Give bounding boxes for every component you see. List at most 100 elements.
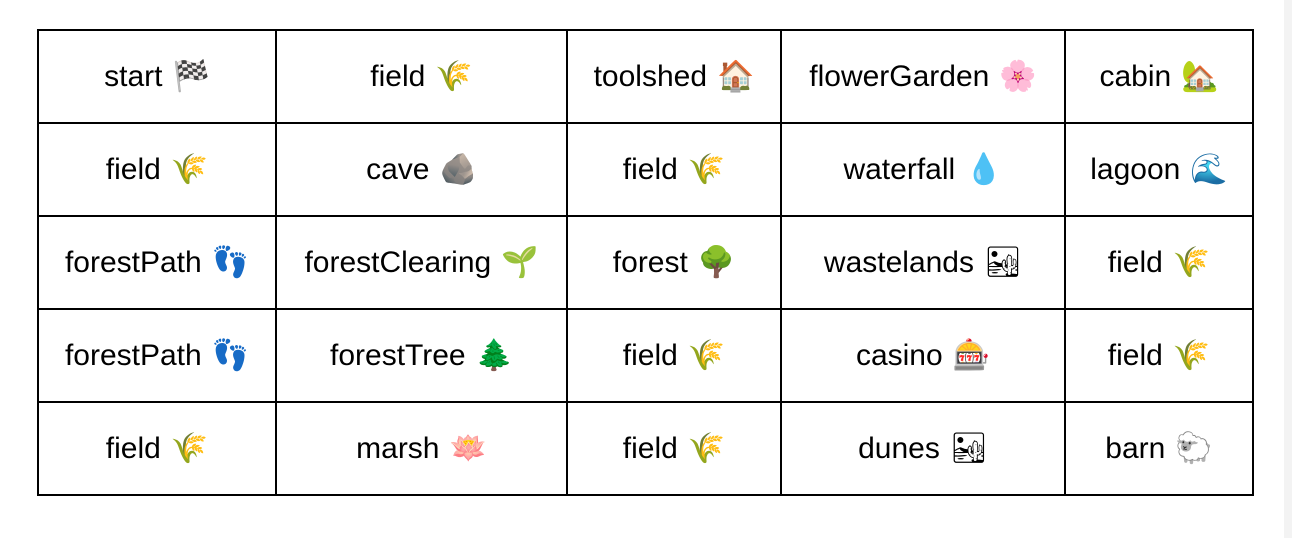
rock-icon: 🪨: [439, 151, 477, 187]
grid-cell-field: field 🌾: [37, 122, 277, 217]
cell-content: lagoon 🌊: [1090, 153, 1227, 187]
cell-content: forestPath 👣: [65, 246, 249, 280]
cell-content: flowerGarden 🌸: [809, 60, 1036, 94]
rice-sheaf-icon: 🌾: [687, 430, 726, 466]
grid-cell-forestPath: forestPath 👣: [37, 308, 277, 403]
cell-label: field: [1107, 338, 1163, 372]
cell-content: cave 🪨: [366, 153, 477, 187]
cell-label: flowerGarden: [809, 59, 990, 93]
cell-content: field 🌾: [370, 60, 472, 94]
grid-row: field 🌾 cave 🪨 field 🌾 waterfall 💧 lagoon 🌊: [37, 122, 1254, 217]
sheep-icon: 🐑: [1175, 430, 1213, 466]
footprints-icon: 👣: [211, 244, 250, 280]
grid-cell-start: start 🏁: [37, 29, 277, 124]
footprints-icon: 👣: [211, 337, 250, 373]
slot-machine-icon: 🎰: [952, 337, 991, 373]
cell-label: field: [105, 431, 161, 465]
rice-sheaf-icon: 🌾: [687, 337, 726, 373]
cell-content: field 🌾: [1108, 339, 1210, 373]
cell-label: cave: [366, 152, 430, 186]
grid-cell-field: field 🌾: [566, 308, 782, 403]
grid-row: start 🏁 field 🌾 toolshed 🏠 flowerGarden 🌸 cabin 🏡: [37, 29, 1254, 124]
cell-label: barn: [1105, 431, 1166, 465]
rice-sheaf-icon: 🌾: [1172, 244, 1211, 280]
cell-label: casino: [855, 338, 943, 372]
cell-content: forestClearing 🌱: [304, 246, 538, 280]
deciduous-tree-icon: 🌳: [697, 244, 736, 280]
house-icon: 🏠: [717, 58, 755, 94]
cell-label: toolshed: [593, 59, 708, 93]
grid-cell-wastelands: wastelands 🏜: [780, 215, 1066, 310]
cell-content: marsh 🪷: [356, 432, 487, 466]
house-with-garden-icon: 🏡: [1181, 58, 1219, 94]
map-grid-body: start 🏁 field 🌾 toolshed 🏠 flowerGarden 🌸 cabin 🏡…: [37, 29, 1254, 496]
cell-label: start: [104, 59, 163, 93]
grid-cell-casino: casino 🎰: [780, 308, 1066, 403]
grid-cell-forestClearing: forestClearing 🌱: [275, 215, 568, 310]
cell-content: field 🌾: [106, 432, 208, 466]
page-edge-strip: [1284, 0, 1292, 538]
rice-sheaf-icon: 🌾: [687, 151, 726, 187]
cell-label: forestPath: [64, 245, 202, 279]
cell-label: field: [622, 338, 678, 372]
desert-icon: 🏜: [949, 430, 988, 466]
grid-cell-toolshed: toolshed 🏠: [566, 29, 782, 124]
cell-label: wastelands: [823, 245, 974, 279]
cherry-blossom-icon: 🌸: [999, 58, 1037, 94]
grid-cell-dunes: dunes 🏜: [780, 401, 1066, 496]
water-wave-icon: 🌊: [1190, 151, 1228, 187]
rice-sheaf-icon: 🌾: [435, 58, 473, 94]
grid-row: field 🌾 marsh 🪷 field 🌾 dunes 🏜 barn 🐑: [37, 401, 1254, 496]
cell-label: cabin: [1099, 59, 1172, 93]
rice-sheaf-icon: 🌾: [170, 430, 209, 466]
rice-sheaf-icon: 🌾: [1172, 337, 1211, 373]
lotus-icon: 🪷: [449, 430, 487, 466]
cell-label: field: [1107, 245, 1163, 279]
cell-content: cabin 🏡: [1099, 60, 1218, 94]
grid-cell-forestPath: forestPath 👣: [37, 215, 277, 310]
cell-label: forest: [612, 245, 688, 279]
grid-row: forestPath 👣 forestTree 🌲 field 🌾 casino 🎰 field…: [37, 308, 1254, 403]
cell-content: barn 🐑: [1105, 432, 1212, 466]
cell-label: waterfall: [843, 152, 956, 186]
grid-row: forestPath 👣 forestClearing 🌱 forest 🌳 wastela…: [37, 215, 1254, 310]
cell-label: marsh: [356, 431, 440, 465]
grid-cell-forestTree: forestTree 🌲: [275, 308, 568, 403]
grid-cell-field: field 🌾: [566, 401, 782, 496]
grid-cell-cave: cave 🪨: [275, 122, 568, 217]
grid-cell-waterfall: waterfall 💧: [780, 122, 1066, 217]
cell-label: field: [370, 59, 426, 93]
cell-content: field 🌾: [623, 432, 725, 466]
cell-content: toolshed 🏠: [594, 60, 755, 94]
cell-content: wastelands 🏜: [824, 246, 1022, 280]
grid-cell-field: field 🌾: [37, 401, 277, 496]
cell-label: lagoon: [1090, 152, 1181, 186]
cell-content: field 🌾: [106, 153, 208, 187]
grid-cell-field: field 🌾: [1064, 308, 1254, 403]
cell-label: forestClearing: [304, 245, 492, 279]
cell-content: field 🌾: [623, 339, 725, 373]
checkered-flag-icon: 🏁: [172, 58, 210, 94]
cell-content: forestTree 🌲: [330, 339, 513, 373]
cell-label: field: [622, 431, 678, 465]
cell-content: forestPath 👣: [65, 339, 249, 373]
grid-cell-field: field 🌾: [566, 122, 782, 217]
grid-cell-marsh: marsh 🪷: [275, 401, 568, 496]
grid-cell-field: field 🌾: [275, 29, 568, 124]
cell-label: field: [622, 152, 678, 186]
cell-label: field: [105, 152, 161, 186]
droplet-icon: 💧: [965, 151, 1003, 187]
rice-sheaf-icon: 🌾: [170, 151, 209, 187]
desert-icon: 🏜: [984, 244, 1023, 280]
cell-content: start 🏁: [104, 60, 210, 94]
cell-label: forestTree: [330, 338, 466, 372]
grid-cell-field: field 🌾: [1064, 215, 1254, 310]
evergreen-tree-icon: 🌲: [475, 337, 513, 373]
cell-content: casino 🎰: [856, 339, 990, 373]
seedling-icon: 🌱: [501, 244, 539, 280]
map-grid-table: start 🏁 field 🌾 toolshed 🏠 flowerGarden 🌸 cabin 🏡…: [37, 29, 1254, 496]
grid-cell-lagoon: lagoon 🌊: [1064, 122, 1254, 217]
cell-label: dunes: [858, 431, 940, 465]
cell-content: field 🌾: [1108, 246, 1210, 280]
grid-cell-forest: forest 🌳: [566, 215, 782, 310]
